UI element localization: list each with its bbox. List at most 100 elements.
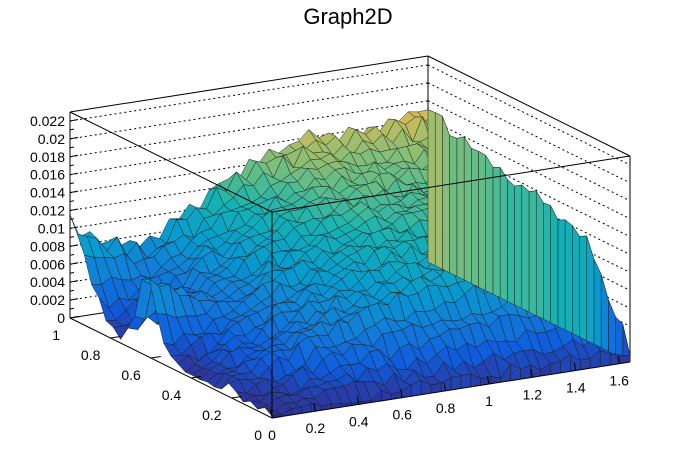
z-tick-label: 0.012 bbox=[30, 203, 65, 219]
z-grid-line-back bbox=[69, 82, 429, 140]
y-major-tick bbox=[191, 376, 202, 379]
floor-front-edge bbox=[271, 361, 631, 419]
z-tick-label: 0.022 bbox=[30, 113, 65, 129]
surface-side-facet bbox=[543, 202, 551, 324]
z-major-tick bbox=[69, 280, 79, 283]
x-tick-label: 1.2 bbox=[523, 386, 543, 402]
z-tick-label: 0.004 bbox=[30, 274, 65, 290]
z-tick-label: 0.02 bbox=[38, 131, 65, 147]
surface-side-facet bbox=[608, 299, 616, 356]
floor-left-edge bbox=[69, 317, 273, 419]
top-left-edge bbox=[69, 111, 273, 213]
z-major-tick bbox=[69, 208, 79, 212]
y-tick-label: 1 bbox=[52, 327, 60, 343]
z-major-tick bbox=[69, 136, 79, 140]
surface-side-facet bbox=[434, 112, 443, 270]
top-front-edge bbox=[271, 155, 631, 213]
x-tick-label: 1 bbox=[485, 393, 493, 409]
x-tick-label: 0.8 bbox=[436, 400, 456, 416]
front-frame bbox=[69, 111, 631, 419]
x-major-tick bbox=[400, 389, 403, 398]
z-grid-line-back bbox=[69, 64, 429, 122]
x-major-tick bbox=[486, 375, 490, 385]
z-minor-tick bbox=[69, 236, 75, 238]
y-axis: 0 0.2 0.4 0.6 0.8 1 bbox=[52, 316, 283, 443]
surface-side-facet bbox=[478, 150, 486, 291]
surface-side-facet bbox=[456, 136, 465, 281]
surface-side-facet bbox=[593, 258, 602, 349]
top-back-edge bbox=[69, 55, 429, 113]
z-minor-tick bbox=[69, 146, 75, 149]
y-tick-label: 0 bbox=[254, 427, 262, 443]
surface-front-facet bbox=[460, 373, 472, 389]
x-major-tick bbox=[443, 382, 447, 391]
z-grid-line-back bbox=[69, 100, 429, 158]
z-major-tick bbox=[69, 154, 79, 158]
z-tick-label: 0.018 bbox=[30, 149, 65, 165]
z-major-tick bbox=[69, 172, 79, 176]
surface-side-facet bbox=[449, 135, 458, 277]
y-major-tick bbox=[69, 316, 81, 319]
surface-side-facet bbox=[586, 235, 595, 345]
z-minor-tick bbox=[69, 307, 75, 310]
x-major-tick bbox=[270, 409, 273, 419]
y-tick-label: 0.6 bbox=[121, 367, 141, 383]
surface-side-facet bbox=[535, 190, 544, 320]
z-major-tick bbox=[69, 226, 79, 229]
surface-side-facet bbox=[557, 219, 566, 331]
surface-side-facet bbox=[572, 224, 580, 338]
y-major-tick bbox=[150, 356, 161, 359]
z-tick-label: 0.014 bbox=[30, 185, 65, 201]
z-minor-tick bbox=[69, 200, 75, 203]
surface-front-facet bbox=[550, 361, 561, 375]
x-major-tick bbox=[356, 396, 360, 405]
z-tick-label: 0.008 bbox=[30, 238, 65, 254]
surface-front-facet bbox=[450, 375, 462, 391]
surface-side-facet bbox=[471, 147, 479, 288]
z-tick-label: 0.01 bbox=[38, 220, 65, 236]
z-tick-label: 0 bbox=[57, 310, 65, 326]
chart-title: Graph2D bbox=[303, 4, 393, 29]
surface-side-facet bbox=[442, 116, 450, 274]
z-minor-tick bbox=[69, 164, 75, 167]
z-minor-tick bbox=[69, 182, 75, 185]
surface-side-facet bbox=[499, 166, 508, 302]
surface-side-facet bbox=[463, 136, 472, 284]
z-tick-label: 0.006 bbox=[30, 256, 65, 272]
surface-mesh bbox=[69, 109, 631, 419]
x-tick-label: 0.6 bbox=[392, 407, 412, 423]
z-minor-tick bbox=[69, 218, 75, 220]
x-major-tick bbox=[617, 355, 620, 364]
surface-side-facet bbox=[564, 219, 573, 334]
z-major-tick bbox=[69, 298, 79, 301]
x-tick-label: 1.6 bbox=[609, 373, 629, 389]
surface-side-facet bbox=[550, 205, 559, 327]
surface-side-facet bbox=[600, 274, 609, 352]
y-major-tick bbox=[271, 416, 283, 419]
z-major-tick bbox=[69, 190, 79, 194]
x-major-tick bbox=[573, 362, 577, 371]
y-tick-label: 0.8 bbox=[81, 347, 101, 363]
surface-side-facet bbox=[427, 109, 436, 266]
z-tick-label: 0.002 bbox=[30, 292, 65, 308]
surface-side-facet bbox=[492, 166, 501, 299]
z-minor-tick bbox=[69, 254, 75, 256]
z-major-tick bbox=[69, 118, 79, 122]
surface-side-facet bbox=[507, 178, 515, 306]
x-major-tick bbox=[313, 403, 316, 412]
z-major-tick bbox=[69, 262, 79, 265]
y-tick-label: 0.4 bbox=[162, 387, 182, 403]
surface-facet bbox=[69, 214, 88, 238]
surface-side-facet bbox=[485, 154, 494, 295]
surface-side-facet bbox=[528, 190, 537, 316]
surface-side-facet bbox=[514, 184, 523, 309]
z-major-tick bbox=[69, 244, 79, 247]
z-tick-label: 0.016 bbox=[30, 167, 65, 183]
y-major-tick bbox=[110, 336, 121, 339]
z-minor-tick bbox=[69, 128, 75, 131]
z-axis: 0 0.002 0.004 0.006 0.008 0.010.012 0.014 0.016… bbox=[30, 112, 79, 326]
z-minor-tick bbox=[69, 271, 75, 274]
x-tick-label: 0 bbox=[268, 427, 276, 443]
x-tick-label: 1.4 bbox=[566, 379, 586, 395]
